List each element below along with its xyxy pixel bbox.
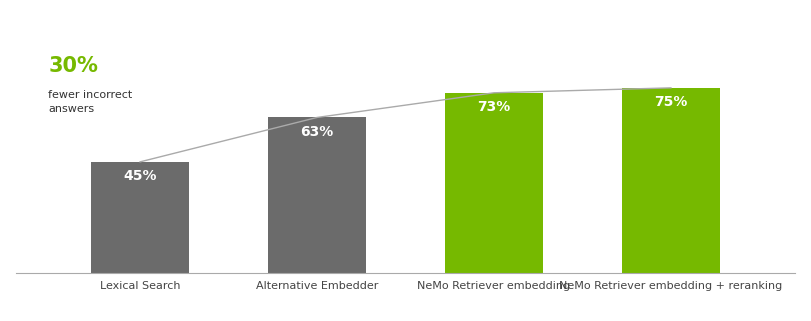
- Text: 75%: 75%: [654, 95, 688, 109]
- Bar: [622, 88, 719, 273]
- Text: 45%: 45%: [123, 169, 157, 183]
- Text: 73%: 73%: [478, 100, 511, 114]
- Bar: [92, 162, 189, 273]
- Text: 63%: 63%: [300, 125, 333, 139]
- Bar: [445, 93, 543, 273]
- Text: 30%: 30%: [48, 56, 98, 76]
- Bar: [268, 117, 366, 273]
- Text: fewer incorrect
answers: fewer incorrect answers: [48, 90, 132, 114]
